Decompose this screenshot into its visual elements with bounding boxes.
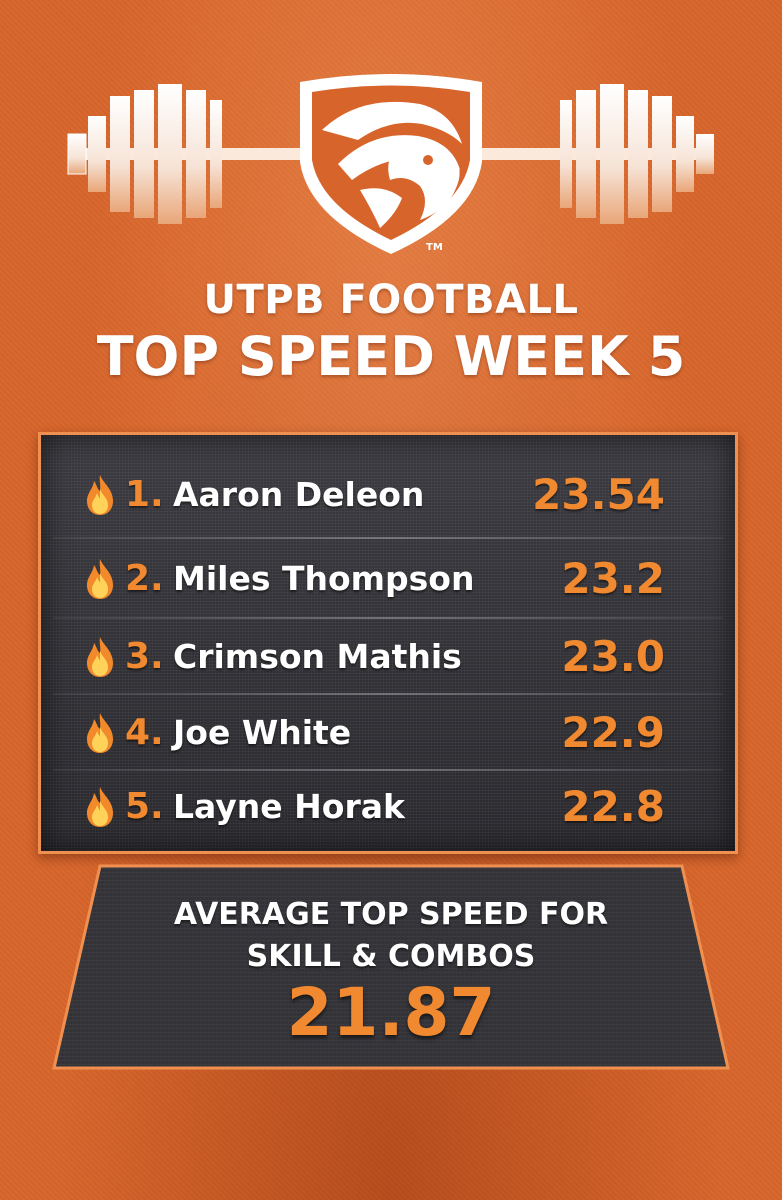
logo-area: TM (0, 60, 782, 260)
rank-number: 4. (125, 712, 164, 753)
leaderboard-row: 3. Crimson Mathis 23.0 (41, 615, 735, 699)
player-speed: 23.2 (561, 554, 665, 603)
fire-icon (87, 637, 113, 677)
fire-icon (87, 713, 113, 753)
player-speed: 23.0 (561, 632, 665, 681)
player-speed: 23.54 (532, 470, 665, 519)
fire-icon (87, 559, 113, 599)
leaderboard-row: 4. Joe White 22.9 (41, 691, 735, 775)
average-label: AVERAGE TOP SPEED FOR SKILL & COMBOS (0, 894, 782, 978)
player-name: Miles Thompson (173, 559, 475, 598)
leaderboard-row: 2. Miles Thompson 23.2 (41, 537, 735, 621)
player-speed: 22.9 (561, 708, 665, 757)
average-label-line1: AVERAGE TOP SPEED FOR (173, 897, 609, 932)
average-panel: AVERAGE TOP SPEED FOR SKILL & COMBOS 21.… (0, 860, 782, 1080)
rank-number: 3. (125, 636, 164, 677)
title-team: UTPB FOOTBALL (203, 277, 579, 323)
player-name: Joe White (173, 713, 352, 752)
leaderboard-row: 1. Aaron Deleon 23.54 (41, 453, 735, 537)
row-divider (53, 693, 723, 695)
average-label-line2: SKILL & COMBOS (246, 939, 536, 974)
player-name: Aaron Deleon (173, 475, 425, 514)
rank-number: 5. (125, 786, 164, 827)
barbell-icon: TM (67, 74, 714, 254)
title-block: UTPB FOOTBALL TOP SPEED WEEK 5 (0, 276, 782, 390)
fire-icon (87, 475, 113, 515)
average-panel-shape (52, 864, 730, 1070)
fire-icon (87, 787, 113, 827)
rank-number: 1. (125, 474, 164, 515)
leaderboard-board: 1. Aaron Deleon 23.54 2. Miles Thompson … (38, 432, 738, 854)
leaderboard-row: 5. Layne Horak 22.8 (41, 765, 735, 849)
row-divider (53, 769, 723, 771)
falcon-head-shield-logo: TM (300, 74, 482, 254)
row-divider (53, 537, 723, 539)
player-speed: 22.8 (561, 782, 665, 831)
title-headline: TOP SPEED WEEK 5 (96, 325, 686, 388)
rank-number: 2. (125, 558, 164, 599)
player-name: Layne Horak (173, 787, 405, 826)
player-name: Crimson Mathis (173, 637, 462, 676)
trademark-mark: TM (426, 242, 443, 253)
average-value: 21.87 (286, 974, 496, 1051)
row-divider (53, 617, 723, 619)
